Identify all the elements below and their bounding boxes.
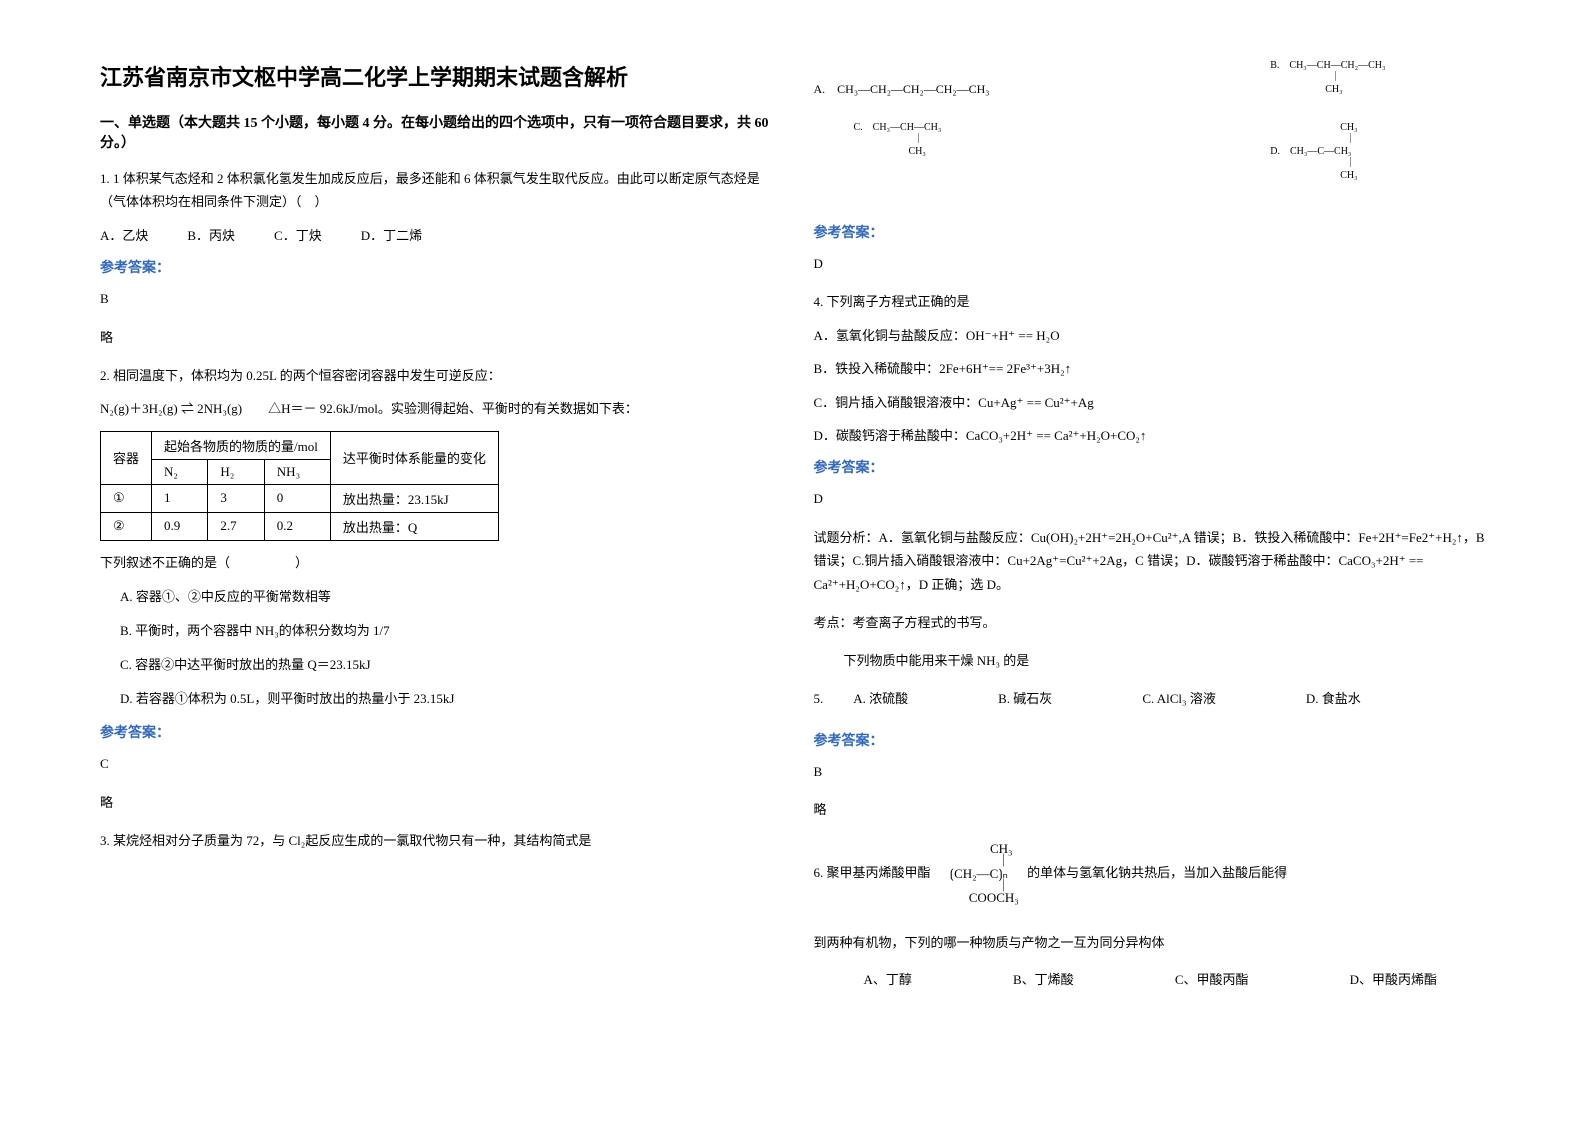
question-5-num: 5. (814, 687, 824, 710)
table-subheader: H₂ (208, 459, 264, 484)
question-2-subq: 下列叙述不正确的是（ ） (100, 551, 774, 574)
question-4-optB: B．铁投入稀硫酸中：2Fe+6H⁺== 2Fe³⁺+3H₂↑ (814, 357, 1488, 380)
question-5-optC: C. AlCl₃ 溶液 (1142, 688, 1216, 707)
question-3-optB: B. CH₃—CH—CH₂—CH₃ ｜ CH₃ (1150, 60, 1487, 97)
page-title: 江苏省南京市文枢中学高二化学上学期期末试题含解析 (100, 60, 774, 92)
answer-label: 参考答案： (814, 222, 1488, 242)
question-4-optD: D．碳酸钙溶于稀盐酸中：CaCO₃+2H⁺ == Ca²⁺+H₂O+CO₂↑ (814, 424, 1488, 447)
question-6-optB: B、丁烯酸 (1013, 969, 1074, 988)
question-5-options: A. 浓硫酸 B. 碱石灰 C. AlCl₃ 溶液 D. 食盐水 (853, 688, 1360, 707)
question-4-optC: C．铜片插入硝酸银溶液中：Cu+Ag⁺ == Cu²⁺+Ag (814, 391, 1488, 414)
question-2-answer: C (100, 752, 774, 775)
question-1-note: 略 (100, 326, 774, 349)
question-6-options: A、丁醇 B、丁烯酸 C、甲酸丙酯 D、甲酸丙烯酯 (834, 969, 1468, 988)
answer-label: 参考答案： (814, 457, 1488, 477)
question-1-options: A．乙炔 B．丙炔 C．丁炔 D．丁二烯 (100, 224, 774, 247)
question-6-optD: D、甲酸丙烯酯 (1350, 969, 1437, 988)
question-2-optA: A. 容器①、②中反应的平衡常数相等 (120, 584, 774, 610)
table-cell: 3 (208, 484, 264, 512)
question-4-point: 考点：考查离子方程式的书写。 (814, 611, 1488, 634)
question-6-text2: 到两种有机物，下列的哪一种物质与产物之一互为同分异构体 (814, 931, 1488, 954)
question-6-optA: A、丁醇 (864, 969, 912, 988)
question-2-optD: D. 若容器①体积为 0.5L，则平衡时放出的热量小于 23.15kJ (120, 686, 774, 712)
table-cell: 0.9 (152, 512, 208, 540)
question-2-optC: C. 容器②中达平衡时放出的热量 Q＝23.15kJ (120, 652, 774, 678)
table-header: 容器 (101, 431, 152, 484)
question-5-answer: B (814, 760, 1488, 783)
question-5-optD: D. 食盐水 (1306, 688, 1361, 707)
question-3-optD: CH₃ ｜ D. CH₃—C—CH₃ ｜ CH₃ (1150, 122, 1487, 182)
table-header: 起始各物质的物质的量/mol (152, 431, 331, 459)
table-cell: 放出热量：Q (330, 512, 498, 540)
question-3-text: 3. 某烷烃相对分子质量为 72，与 Cl₂起反应生成的一氯取代物只有一种，其结… (100, 829, 774, 852)
right-column: A. CH₃—CH₂—CH₂—CH₂—CH₃ B. CH₃—CH—CH₂—CH₃… (794, 60, 1508, 1062)
question-4-text: 4. 下列离子方程式正确的是 (814, 290, 1488, 313)
question-4-optA: A．氢氧化铜与盐酸反应：OH⁻+H⁺ == H₂O (814, 324, 1488, 347)
question-3-options: A. CH₃—CH₂—CH₂—CH₂—CH₃ B. CH₃—CH—CH₂—CH₃… (814, 60, 1488, 207)
question-3-optC: C. CH₃—CH—CH₃ ｜ CH₃ (814, 122, 1151, 182)
question-1-answer: B (100, 287, 774, 310)
question-4-answer: D (814, 487, 1488, 510)
left-column: 江苏省南京市文枢中学高二化学上学期期末试题含解析 一、单选题（本大题共 15 个… (80, 60, 794, 1062)
table-header: 达平衡时体系能量的变化 (330, 431, 498, 484)
question-5-optB: B. 碱石灰 (998, 688, 1052, 707)
question-5-optA: A. 浓硫酸 (853, 688, 908, 707)
table-cell: 1 (152, 484, 208, 512)
question-5-text: 下列物质中能用来干燥 NH₃ 的是 (814, 649, 1488, 672)
answer-label: 参考答案： (814, 730, 1488, 750)
question-2-equation: N₂(g)＋3H₂(g) ⇌ 2NH₃(g) △H＝－ 92.6kJ/mol。实… (100, 397, 774, 420)
question-2-optB: B. 平衡时，两个容器中 NH₃的体积分数均为 1/7 (120, 618, 774, 644)
question-5-note: 略 (814, 798, 1488, 821)
question-1-text: 1. 1 体积某气态烃和 2 体积氯化氢发生加成反应后，最多还能和 6 体积氯气… (100, 167, 774, 214)
answer-label: 参考答案： (100, 722, 774, 742)
question-6-formula: CH₃ ｜ ⟮CH₂—C⟯ₙ ｜ COOCH₃ (939, 842, 1019, 906)
table-cell: 0 (264, 484, 330, 512)
question-4-analysis: 试题分析：A．氢氧化铜与盐酸反应：Cu(OH)₂+2H⁺=2H₂O+Cu²⁺,A… (814, 526, 1488, 596)
question-6-text: 6. 聚甲基丙烯酸甲酯 CH₃ ｜ ⟮CH₂—C⟯ₙ ｜ COOCH₃ 的单体与… (814, 842, 1488, 906)
table-cell: 0.2 (264, 512, 330, 540)
section-header: 一、单选题（本大题共 15 个小题，每小题 4 分。在每小题给出的四个选项中，只… (100, 112, 774, 152)
table-cell: 2.7 (208, 512, 264, 540)
question-6-optC: C、甲酸丙酯 (1175, 969, 1249, 988)
table-subheader: N₂ (152, 459, 208, 484)
answer-label: 参考答案： (100, 257, 774, 277)
table-cell: ② (101, 512, 152, 540)
question-3-optA: A. CH₃—CH₂—CH₂—CH₂—CH₃ (814, 60, 1151, 97)
question-2-note: 略 (100, 791, 774, 814)
table-cell: 放出热量：23.15kJ (330, 484, 498, 512)
question-2-text: 2. 相同温度下，体积均为 0.25L 的两个恒容密闭容器中发生可逆反应： (100, 364, 774, 387)
table-cell: ① (101, 484, 152, 512)
table-subheader: NH₃ (264, 459, 330, 484)
question-2-table: 容器 起始各物质的物质的量/mol 达平衡时体系能量的变化 N₂ H₂ NH₃ … (100, 431, 499, 541)
question-3-answer: D (814, 252, 1488, 275)
